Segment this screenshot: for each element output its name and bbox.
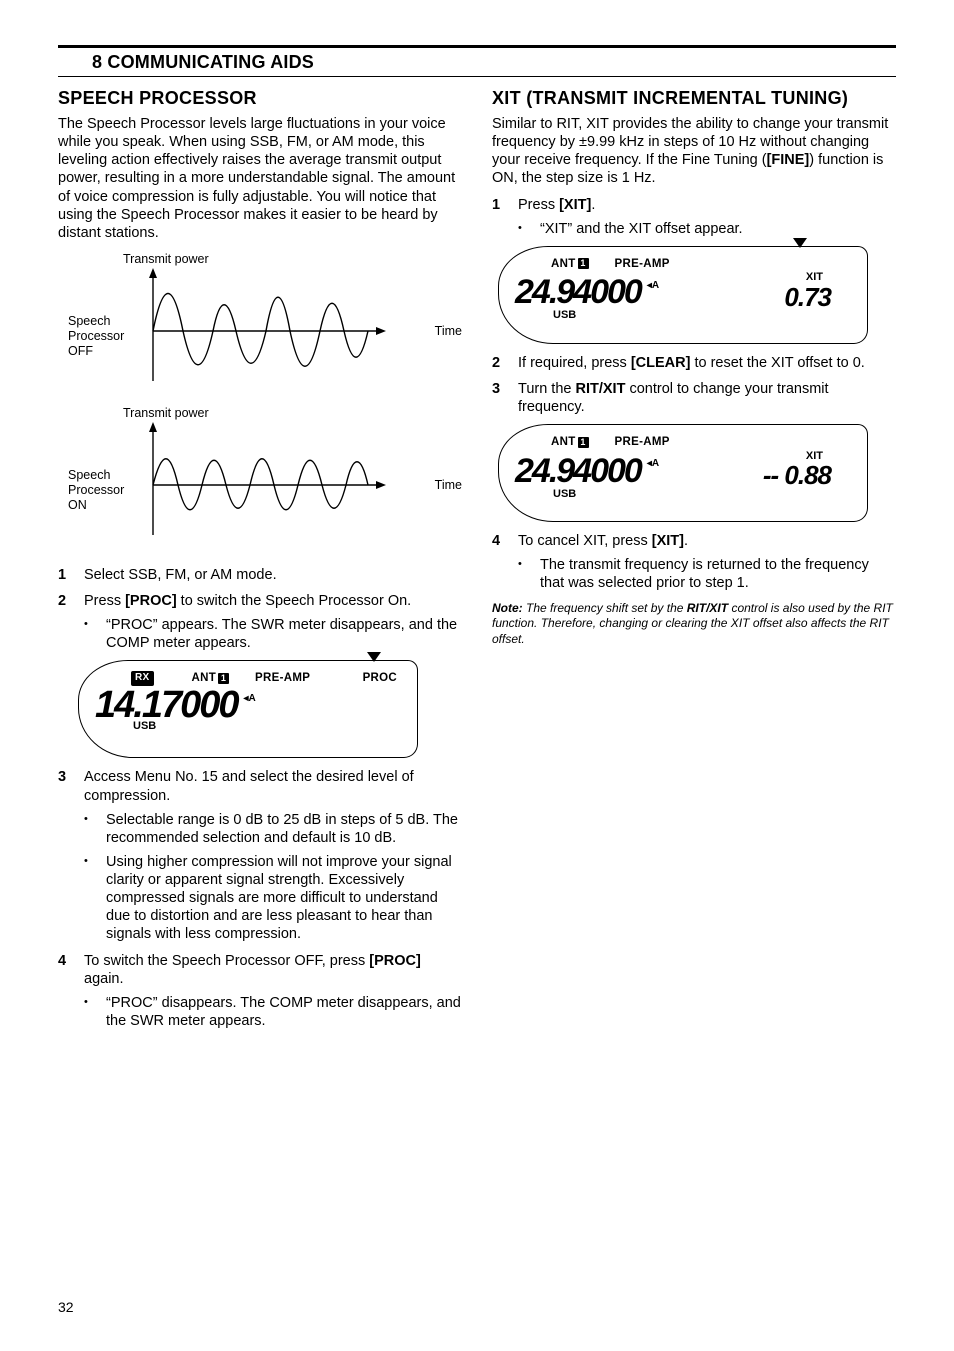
sp-step-2: 2 Press [PROC] to switch the Speech Proc…	[58, 592, 462, 610]
right-column: XIT (TRANSMIT INCREMENTAL TUNING) Simila…	[492, 87, 896, 1033]
lcd-xit-value: -- 0.88	[763, 459, 831, 492]
graph-off-leftlabel: Speech Processor OFF	[68, 314, 124, 359]
left-column: SPEECH PROCESSOR The Speech Processor le…	[58, 87, 462, 1033]
chapter-title: 8 COMMUNICATING AIDS	[92, 51, 896, 74]
lcd-vfo: ◂A	[647, 458, 659, 471]
sp-step-4-sub-1: • “PROC” disappears. The COMP meter disa…	[84, 994, 462, 1030]
xit-step-1-sub: • “XIT” and the XIT offset appear.	[518, 220, 896, 238]
lcd-preamp: PRE-AMP	[615, 435, 670, 449]
graph-on-xlabel: Time	[435, 478, 462, 494]
rule-top-thin	[58, 76, 896, 77]
pointer-icon	[793, 238, 807, 248]
graph-on-svg	[148, 420, 408, 550]
xit-note: Note: The frequency shift set by the RIT…	[492, 601, 896, 648]
xit-step-4: 4 To cancel XIT, press [XIT].	[492, 532, 896, 550]
graph-off-xlabel: Time	[435, 324, 462, 340]
lcd-xit-1: ANT 1 PRE-AMP 24.94000 ◂A XIT 0.73 USB	[498, 246, 868, 344]
lcd-preamp: PRE-AMP	[255, 671, 310, 685]
xit-intro: Similar to RIT, XIT provides the ability…	[492, 115, 896, 188]
speech-intro: The Speech Processor levels large fluctu…	[58, 115, 462, 242]
sp-step-1: 1 Select SSB, FM, or AM mode.	[58, 566, 462, 584]
lcd-vfo: ◂A	[647, 280, 659, 293]
section-speech-processor: SPEECH PROCESSOR	[58, 87, 462, 110]
section-xit: XIT (TRANSMIT INCREMENTAL TUNING)	[492, 87, 896, 110]
lcd-proc: RX ANT 1 PRE-AMP PROC 14.17000 ◂A USB	[78, 660, 418, 758]
lcd-xit-2: ANT 1 PRE-AMP 24.94000 ◂A XIT -- 0.88 US…	[498, 424, 868, 522]
xit-step-1: 1 Press [XIT].	[492, 196, 896, 214]
sp-step-2-sub-1: • “PROC” appears. The SWR meter disappea…	[84, 616, 462, 652]
lcd-proc-indicator: PROC	[363, 671, 397, 685]
graph-on-leftlabel: Speech Processor ON	[68, 468, 124, 513]
pointer-icon	[367, 652, 381, 662]
lcd-freq: 14.17000	[95, 686, 238, 724]
lcd-ant: ANT 1	[551, 257, 589, 271]
sp-step-3-sub-2: • Using higher compression will not impr…	[84, 853, 462, 944]
rule-top-thick	[58, 45, 896, 48]
graph-off-svg	[148, 266, 408, 396]
xit-step-2: 2 If required, press [CLEAR] to reset th…	[492, 354, 896, 372]
lcd-freq: 24.94000	[515, 275, 641, 309]
sp-step-3: 3 Access Menu No. 15 and select the desi…	[58, 768, 462, 804]
transmit-power-graphs: Transmit power Speech Processor OFF Time…	[68, 252, 462, 556]
lcd-vfo: ◂A	[244, 693, 256, 706]
lcd-freq: 24.94000	[515, 454, 641, 488]
sp-step-3-sub-1: • Selectable range is 0 dB to 25 dB in s…	[84, 811, 462, 847]
lcd-ant: ANT 1	[551, 435, 589, 449]
lcd-xit-value: 0.73	[784, 281, 831, 314]
lcd-preamp: PRE-AMP	[615, 257, 670, 271]
xit-step-4-sub: • The transmit frequency is returned to …	[518, 556, 896, 592]
page-number: 32	[58, 1299, 74, 1317]
xit-step-3: 3 Turn the RIT/XIT control to change you…	[492, 380, 896, 416]
sp-step-4: 4 To switch the Speech Processor OFF, pr…	[58, 952, 462, 988]
